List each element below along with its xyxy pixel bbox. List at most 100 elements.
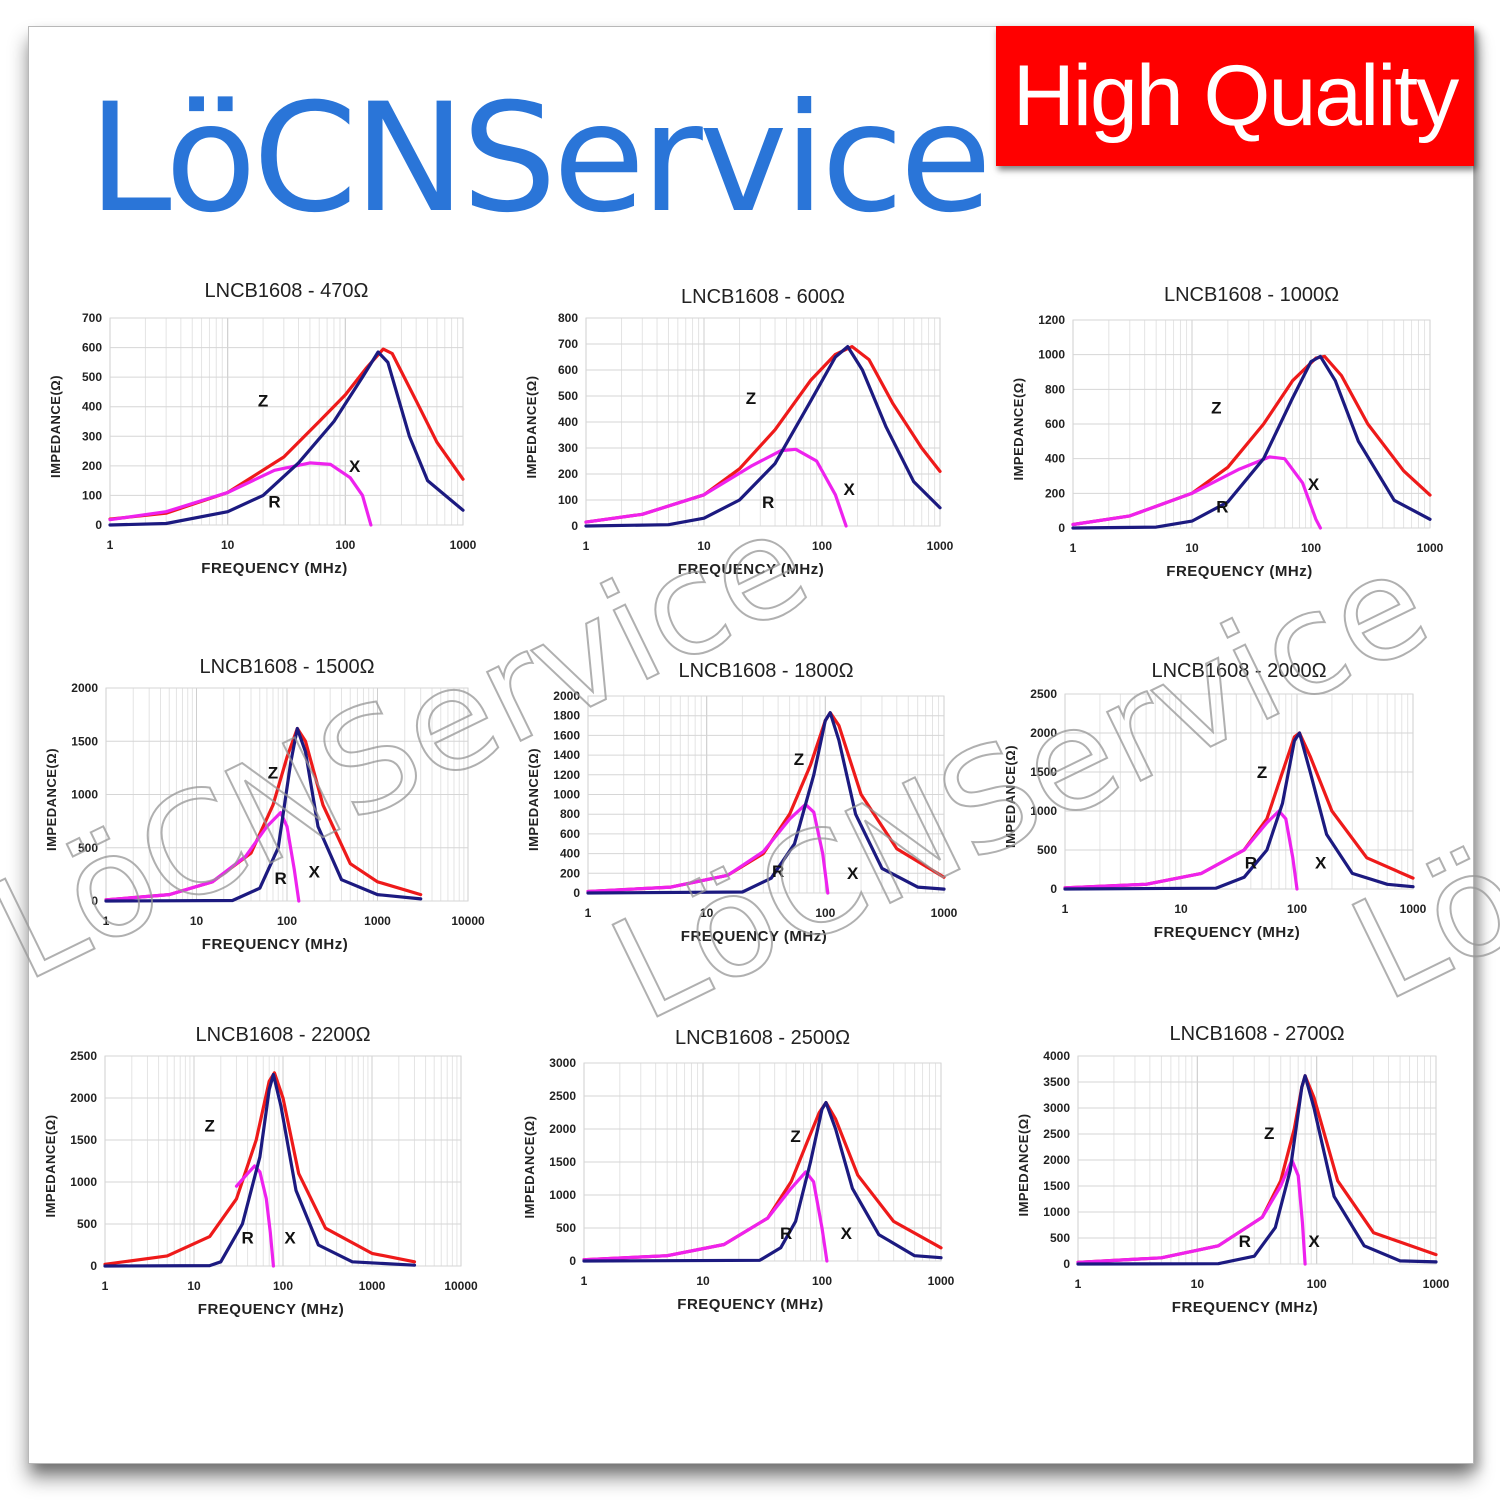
x-tick-label: 1000 — [450, 538, 477, 552]
y-tick-label: 0 — [1058, 521, 1065, 535]
x-tick-label: 1000 — [931, 906, 958, 920]
series-x-curve — [104, 726, 423, 903]
y-tick-label: 200 — [1045, 486, 1065, 500]
y-axis-label: IMPEDANCE(Ω) — [1016, 1113, 1031, 1216]
x-tick-label: 100 — [335, 538, 355, 552]
y-tick-label: 500 — [78, 841, 98, 855]
series-x-curve — [584, 345, 942, 528]
curve-label-z: Z — [204, 1117, 214, 1136]
x-tick-label: 1 — [585, 906, 592, 920]
x-tick-label: 100 — [1307, 1277, 1327, 1291]
curve-label-z: Z — [258, 392, 268, 411]
y-axis-label: IMPEDANCE(Ω) — [1011, 377, 1026, 480]
curve-label-r: R — [1245, 854, 1257, 873]
x-tick-label: 10 — [696, 1274, 710, 1288]
x-tick-label: 1 — [103, 914, 110, 928]
y-tick-label: 0 — [569, 1254, 576, 1268]
curve-label-r: R — [1216, 497, 1228, 516]
y-axis-label: IMPEDANCE(Ω) — [44, 748, 59, 851]
y-axis-label: IMPEDANCE(Ω) — [524, 375, 539, 478]
chart-title: LNCB1608 - 1500Ω — [199, 656, 375, 678]
curve-label-x: X — [841, 1224, 853, 1243]
x-tick-label: 1000 — [1423, 1277, 1450, 1291]
curve-label-x: X — [284, 1228, 296, 1247]
x-tick-label: 10 — [187, 1279, 201, 1293]
x-tick-label: 1 — [1075, 1277, 1082, 1291]
y-axis-label: IMPEDANCE(Ω) — [43, 1114, 58, 1217]
x-tick-label: 1 — [581, 1274, 588, 1288]
curve-label-x: X — [847, 864, 859, 883]
series-x-curve — [586, 711, 946, 895]
x-tick-label: 1000 — [928, 1274, 955, 1288]
series-x-curve — [582, 1100, 943, 1263]
y-tick-label: 500 — [1050, 1231, 1070, 1245]
y-tick-label: 2500 — [70, 1049, 97, 1063]
y-tick-label: 600 — [558, 363, 578, 377]
y-tick-label: 1000 — [1038, 348, 1065, 362]
y-tick-label: 3000 — [549, 1056, 576, 1070]
curve-label-z: Z — [746, 389, 756, 408]
y-tick-label: 2000 — [70, 1091, 97, 1105]
chart-title: LNCB1608 - 470Ω — [204, 280, 369, 302]
y-tick-label: 1500 — [71, 734, 98, 748]
y-tick-label: 800 — [1045, 382, 1065, 396]
x-axis-label: FREQUENCY (MHz) — [1172, 1299, 1318, 1316]
x-tick-label: 10 — [1174, 902, 1188, 916]
x-tick-label: 100 — [815, 906, 835, 920]
x-axis-label: FREQUENCY (MHz) — [1166, 563, 1312, 580]
x-tick-label: 10 — [1185, 541, 1199, 555]
x-axis-label: FREQUENCY (MHz) — [678, 561, 824, 578]
y-tick-label: 0 — [573, 886, 580, 900]
y-tick-label: 0 — [571, 519, 578, 533]
y-tick-label: 1000 — [549, 1188, 576, 1202]
x-tick-label: 100 — [277, 914, 297, 928]
y-tick-label: 2000 — [71, 681, 98, 695]
y-tick-label: 500 — [82, 370, 102, 384]
curve-label-r: R — [241, 1228, 253, 1247]
y-tick-label: 0 — [1063, 1257, 1070, 1271]
x-tick-label: 10000 — [451, 914, 485, 928]
x-tick-label: 100 — [1287, 902, 1307, 916]
curve-label-r: R — [780, 1224, 792, 1243]
y-tick-label: 0 — [95, 518, 102, 532]
curve-label-r: R — [762, 493, 774, 512]
y-tick-label: 2000 — [549, 1122, 576, 1136]
x-tick-label: 1000 — [359, 1279, 386, 1293]
x-tick-label: 1 — [1062, 902, 1069, 916]
y-tick-label: 800 — [558, 311, 578, 325]
y-tick-label: 600 — [1045, 417, 1065, 431]
y-tick-label: 1000 — [71, 788, 98, 802]
curve-label-z: Z — [1257, 763, 1267, 782]
curve-label-z: Z — [1211, 399, 1221, 418]
curve-label-z: Z — [790, 1127, 800, 1146]
y-tick-label: 2000 — [1043, 1153, 1070, 1167]
series-r-curve — [586, 802, 830, 895]
y-tick-label: 200 — [560, 866, 580, 880]
curve-label-r: R — [274, 869, 286, 888]
chart-title: LNCB1608 - 2500Ω — [674, 1027, 851, 1049]
y-tick-label: 4000 — [1043, 1049, 1070, 1063]
y-tick-label: 0 — [90, 1259, 97, 1273]
x-tick-label: 100 — [273, 1279, 293, 1293]
x-tick-label: 100 — [812, 539, 832, 553]
series-r-curve — [108, 461, 373, 527]
curve-label-z: Z — [268, 764, 278, 783]
y-tick-label: 100 — [558, 493, 578, 507]
y-tick-label: 700 — [558, 337, 578, 351]
series-r-curve — [1076, 1158, 1307, 1266]
y-tick-label: 0 — [91, 894, 98, 908]
y-tick-label: 500 — [556, 1221, 576, 1235]
series-x-curve — [1071, 354, 1432, 530]
y-tick-label: 2000 — [1030, 726, 1057, 740]
y-axis-label: IMPEDANCE(Ω) — [526, 748, 541, 851]
x-tick-label: 1000 — [1400, 902, 1427, 916]
y-axis-label: IMPEDANCE(Ω) — [522, 1115, 537, 1218]
y-tick-label: 400 — [560, 847, 580, 861]
x-tick-label: 10 — [190, 914, 204, 928]
x-tick-label: 10 — [1191, 1277, 1205, 1291]
y-tick-label: 300 — [558, 441, 578, 455]
